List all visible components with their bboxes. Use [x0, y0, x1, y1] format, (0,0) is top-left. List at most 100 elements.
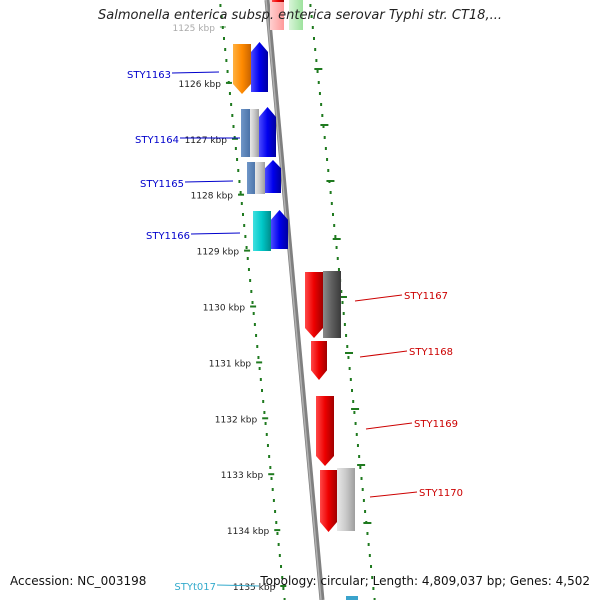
right-border-dot [315, 59, 318, 62]
kbp-tick-mark [238, 193, 245, 196]
left-border-dot [255, 334, 258, 337]
kbp-tick-label: 1135 kbp [233, 583, 276, 593]
gene-feature-sty1167-partner [323, 271, 341, 338]
kbp-tick-mark [280, 585, 287, 587]
left-border-dot [250, 290, 253, 293]
right-border-dot [336, 257, 339, 260]
kbp-tick-mark [262, 417, 269, 420]
right-border-dot [314, 48, 317, 51]
gene-feature-top-red [270, 0, 284, 30]
right-border-dot [318, 92, 321, 95]
left-border-dot [220, 15, 223, 18]
right-border-dash [357, 464, 366, 466]
left-border-dot [258, 367, 261, 370]
gene-feature-sty1170-partner [337, 468, 355, 531]
left-border-dot [251, 301, 254, 304]
right-border-dash [363, 522, 372, 524]
kbp-tick-label: 1132 kbp [215, 415, 258, 425]
gene-label-styt017: STYt017 [174, 582, 216, 593]
gene-feature-sty1164-partner [259, 107, 276, 157]
gene-feature-sty1163-partner [251, 42, 268, 92]
left-border-dot [257, 356, 260, 359]
left-border-dot [238, 180, 241, 183]
gene-label-sty1166: STY1166 [146, 231, 190, 242]
right-border-dot [354, 422, 357, 425]
right-border-dot [321, 114, 324, 117]
right-border-dash [314, 68, 323, 70]
right-border-dot [356, 444, 359, 447]
topology-text: Topology: circular; Length: 4,809,037 bp… [260, 574, 590, 588]
right-border-dot [312, 37, 315, 40]
gene-labels: STY1163 STY1164 STY1165 STY1166 STYt017 STY11… [127, 70, 463, 593]
right-border-dot [337, 268, 340, 271]
left-border-dot [270, 477, 273, 480]
right-border-dot [370, 565, 373, 568]
right-border-dash [338, 296, 347, 298]
left-border-dot [272, 499, 275, 502]
kbp-tick-mark [244, 249, 251, 252]
left-border-dot [275, 521, 278, 524]
gene-label-sty1164: STY1164 [135, 135, 179, 146]
left-border-dot [263, 411, 266, 414]
kbp-tick-label: 1130 kbp [203, 304, 246, 314]
right-border-dot [347, 356, 350, 359]
right-border-dot [324, 147, 327, 150]
gene-label-sty1167: STY1167 [404, 291, 448, 302]
right-border-dot [340, 290, 343, 293]
kbp-tick-mark [268, 473, 275, 476]
left-border-dot [234, 147, 237, 150]
right-border-dot [311, 26, 314, 29]
right-border-dot [364, 510, 367, 513]
left-border-dot [240, 202, 243, 205]
right-border-dot [316, 70, 319, 73]
gene-feature-top-green [289, 0, 303, 30]
right-border-dot [323, 136, 326, 139]
label-leader-line [190, 232, 241, 235]
kbp-tick-label: 1125 kbp [173, 24, 216, 34]
right-border-dot [310, 15, 313, 18]
left-border-dot [269, 466, 272, 469]
left-border-dot [252, 312, 255, 315]
right-border-dot [360, 477, 363, 480]
axis-line [264, 0, 325, 600]
left-border-dot [224, 48, 227, 51]
right-border-dot [355, 433, 358, 436]
left-border-dot [239, 191, 242, 194]
axis-highlight [265, 0, 322, 600]
right-border-dot [371, 576, 374, 579]
label-leader-line [359, 350, 408, 358]
kbp-tick-mark [250, 305, 257, 308]
right-border-dot [367, 543, 370, 546]
left-border-dot [232, 125, 235, 128]
gene-feature-sty1164-shade [250, 109, 259, 157]
right-border-dot [317, 81, 320, 84]
right-border-dash [351, 408, 360, 410]
left-border-dot [236, 158, 239, 161]
left-border-dot [281, 576, 284, 579]
left-border-dot [246, 257, 249, 260]
map-footer: Accession: NC_003198 Topology: circular;… [0, 574, 600, 592]
right-border-dot [320, 103, 323, 106]
left-border-dot [230, 103, 233, 106]
right-border-dot [309, 4, 312, 7]
right-border-dot [348, 367, 351, 370]
right-border-dot [334, 235, 337, 238]
gene-label-sty1170: STY1170 [419, 488, 463, 499]
kbp-tick-label: 1128 kbp [191, 192, 234, 202]
left-border-dot [222, 37, 225, 40]
right-border-dot [359, 466, 362, 469]
genome-title: Salmonella enterica subsp. enterica sero… [98, 8, 502, 23]
left-border-dot [253, 323, 256, 326]
left-border-dot [245, 246, 248, 249]
left-border-dot [282, 587, 285, 590]
gene-feature-sty1167 [305, 272, 323, 338]
track-boundary-dots [219, 4, 376, 600]
kbp-tick-label: 1134 kbp [227, 527, 270, 537]
left-border-dot [265, 433, 268, 436]
label-leader-line [216, 584, 260, 587]
gene-feature-sty1168 [311, 341, 327, 380]
gene-label-sty1165: STY1165 [140, 179, 184, 190]
gene-feature-sty1165-shade [255, 162, 265, 194]
